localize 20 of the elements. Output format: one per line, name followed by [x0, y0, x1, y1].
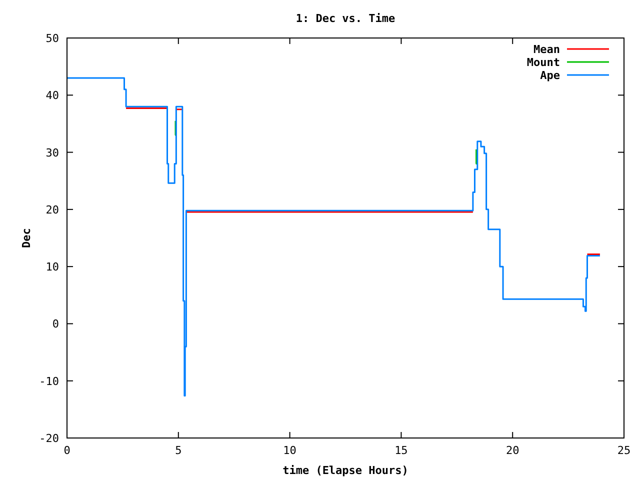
y-tick-label: 30: [46, 146, 59, 160]
x-axis-title: time (Elapse Hours): [282, 464, 408, 477]
y-tick-label: 0: [52, 318, 59, 331]
x-tick-label: 20: [506, 444, 520, 457]
y-tick-label: 10: [46, 260, 59, 274]
chart-title: 1: Dec vs. Time: [296, 12, 396, 25]
y-tick-label: -10: [39, 374, 59, 388]
y-tick-label: -20: [39, 432, 59, 445]
x-tick-label: 5: [175, 444, 182, 457]
y-tick-label: 40: [46, 89, 59, 102]
x-tick-label: 10: [283, 444, 296, 457]
legend-label: Mean: [534, 43, 560, 56]
legend-label: Ape: [540, 69, 560, 82]
y-tick-label: 20: [46, 203, 59, 216]
y-tick-label: 50: [46, 32, 59, 45]
legend-label: Mount: [526, 56, 560, 69]
x-tick-label: 15: [394, 444, 408, 457]
y-axis-title: Dec: [20, 228, 33, 248]
x-tick-label: 0: [64, 444, 70, 457]
x-tick-label: 25: [617, 444, 631, 457]
